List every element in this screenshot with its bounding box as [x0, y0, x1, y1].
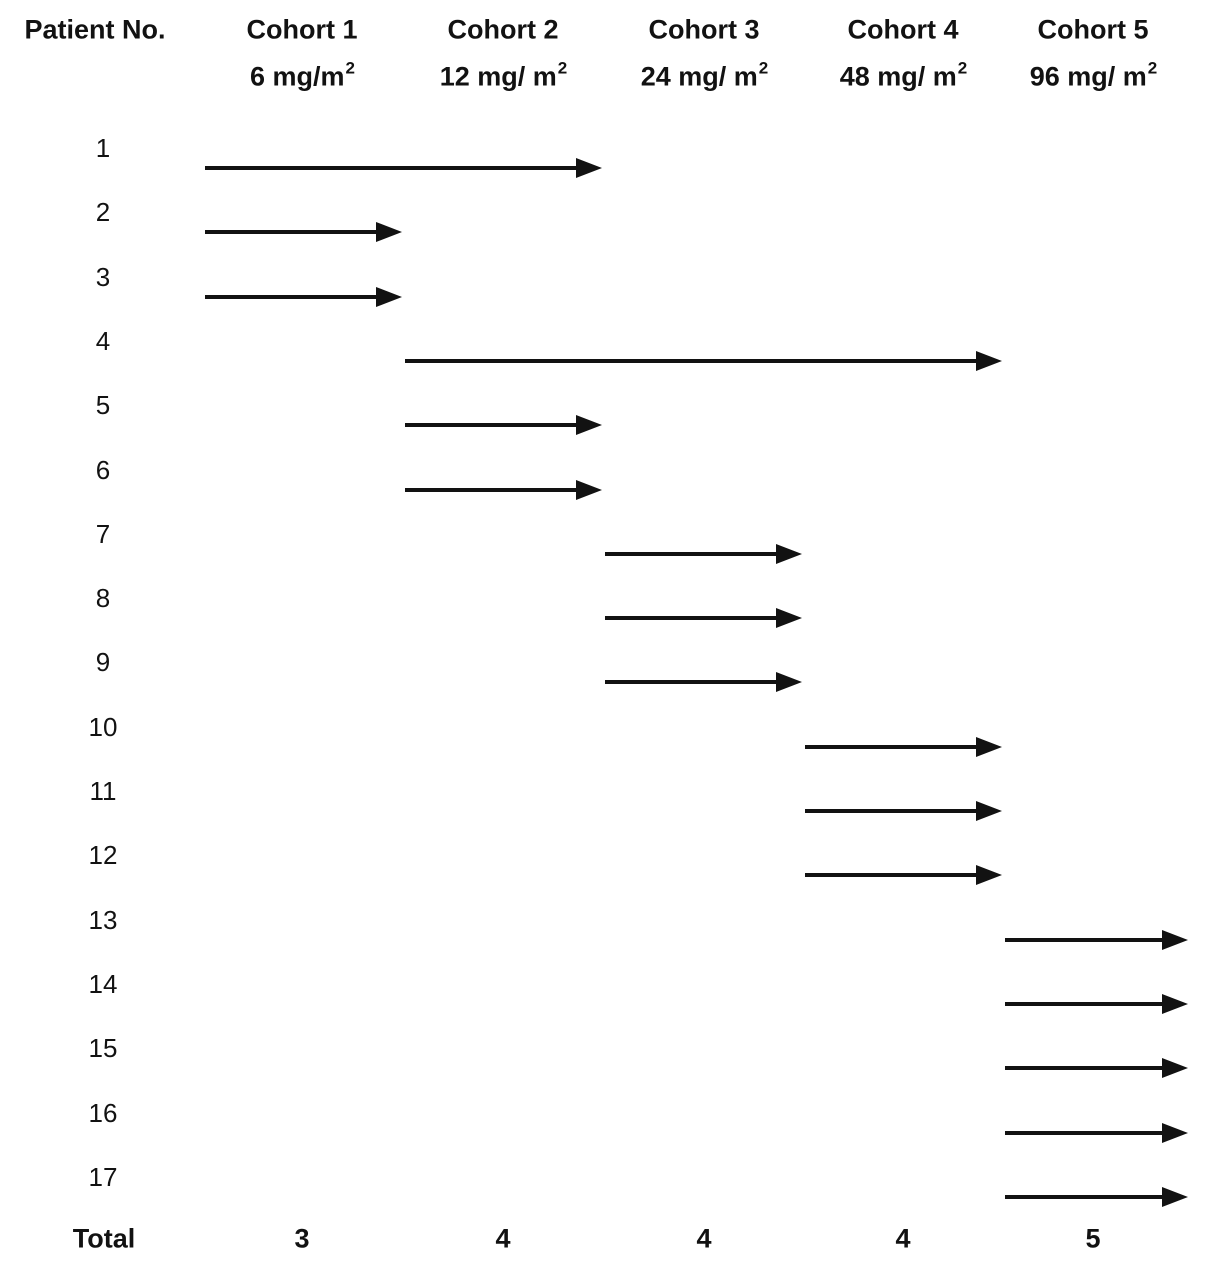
arrow-head — [976, 736, 1002, 757]
patient-arrow — [1005, 929, 1188, 950]
dose-value: 96 mg/ m — [1029, 61, 1147, 92]
patient-arrow — [405, 479, 602, 500]
arrow-head — [376, 286, 402, 307]
cohort-header: Cohort 4 — [847, 14, 959, 45]
patient-number: 8 — [95, 583, 111, 614]
arrow-head — [776, 672, 802, 693]
cohort-dose: 12 mg/ m2 — [439, 58, 568, 92]
patient-no-header: Patient No. — [24, 14, 166, 45]
patient-arrow — [605, 608, 802, 629]
arrow-head — [1162, 1058, 1188, 1079]
arrow-head — [376, 222, 402, 243]
patient-number: 16 — [88, 1097, 118, 1128]
arrow-head — [976, 865, 1002, 886]
patient-number: 2 — [95, 197, 111, 228]
patient-arrow — [1005, 993, 1188, 1014]
arrow-shaft — [805, 873, 984, 878]
dose-value: 12 mg/ m — [439, 61, 557, 92]
patient-arrow — [1005, 1122, 1188, 1143]
patient-arrow — [605, 543, 802, 564]
dose-value: 24 mg/ m — [640, 61, 758, 92]
arrow-shaft — [1005, 1130, 1170, 1135]
patient-arrow — [805, 801, 1002, 821]
arrow-head — [976, 350, 1002, 371]
arrow-shaft — [805, 809, 984, 813]
arrow-shaft — [605, 551, 784, 556]
patient-arrow — [205, 158, 602, 178]
patient-number: 12 — [88, 840, 118, 871]
patient-number: 11 — [89, 776, 117, 806]
patient-number: 10 — [88, 711, 118, 742]
cohort-dose: 48 mg/ m2 — [839, 58, 968, 92]
patient-arrow — [605, 672, 802, 693]
cohort-header: Cohort 3 — [648, 14, 760, 45]
patient-number: 5 — [95, 390, 111, 421]
patient-arrow — [205, 222, 402, 243]
arrow-head — [1162, 1186, 1188, 1207]
cohort-header: Cohort 1 — [246, 14, 358, 45]
arrow-shaft — [1005, 1066, 1170, 1071]
arrow-head — [1162, 929, 1188, 950]
cohort-header: Cohort 2 — [447, 14, 559, 45]
patient-arrow — [1005, 1058, 1188, 1079]
dose-value: 6 mg/m — [250, 61, 345, 92]
arrow-shaft — [405, 358, 984, 363]
patient-number: 17 — [88, 1161, 118, 1192]
arrow-head — [1162, 993, 1188, 1014]
total-label: Total — [72, 1223, 136, 1254]
patient-number: 15 — [88, 1033, 118, 1064]
patient-number: 1 — [95, 133, 111, 163]
cohort-dose: 24 mg/ m2 — [640, 58, 769, 92]
patient-arrow — [1005, 1186, 1188, 1207]
arrow-head — [576, 479, 602, 500]
arrow-shaft — [1005, 937, 1170, 942]
patient-number: 14 — [88, 968, 118, 999]
patient-number: 4 — [95, 325, 111, 356]
dose-superscript: 2 — [758, 58, 769, 78]
patient-arrow — [805, 865, 1002, 886]
arrow-shaft — [605, 616, 784, 621]
patient-arrow — [205, 286, 402, 307]
arrow-head — [576, 158, 602, 178]
dose-value: 48 mg/ m — [839, 61, 957, 92]
cohort-total: 4 — [495, 1223, 511, 1254]
patient-number: 3 — [95, 261, 111, 292]
arrow-head — [776, 608, 802, 629]
arrow-shaft — [405, 487, 584, 492]
arrow-head — [976, 801, 1002, 821]
arrow-head — [576, 415, 602, 436]
arrow-shaft — [1005, 1194, 1170, 1199]
cohort-total: 3 — [294, 1223, 310, 1254]
dose-superscript: 2 — [957, 58, 968, 78]
arrow-shaft — [205, 294, 384, 299]
cohort-total: 5 — [1085, 1223, 1101, 1254]
arrow-shaft — [1005, 1001, 1170, 1006]
cohort-total: 4 — [895, 1223, 911, 1254]
patient-arrow — [405, 415, 602, 436]
patient-number: 7 — [95, 518, 111, 549]
patient-number: 9 — [95, 647, 111, 678]
arrow-shaft — [605, 680, 784, 685]
cohort-header: Cohort 5 — [1037, 14, 1149, 45]
arrow-shaft — [205, 230, 384, 235]
cohort-dose: 96 mg/ m2 — [1029, 58, 1158, 92]
dose-superscript: 2 — [345, 58, 355, 78]
arrow-shaft — [205, 166, 584, 170]
cohort-dose: 6 mg/m2 — [250, 58, 355, 92]
arrow-head — [1162, 1122, 1188, 1143]
dose-superscript: 2 — [1147, 58, 1158, 78]
patient-number: 13 — [88, 904, 118, 935]
dose-superscript: 2 — [557, 58, 568, 78]
arrow-head — [776, 543, 802, 564]
arrow-shaft — [805, 744, 984, 749]
cohort-total: 4 — [696, 1223, 712, 1254]
patient-number: 6 — [95, 454, 111, 485]
patient-arrow — [405, 350, 1002, 371]
patient-arrow — [805, 736, 1002, 757]
arrow-shaft — [405, 423, 584, 428]
